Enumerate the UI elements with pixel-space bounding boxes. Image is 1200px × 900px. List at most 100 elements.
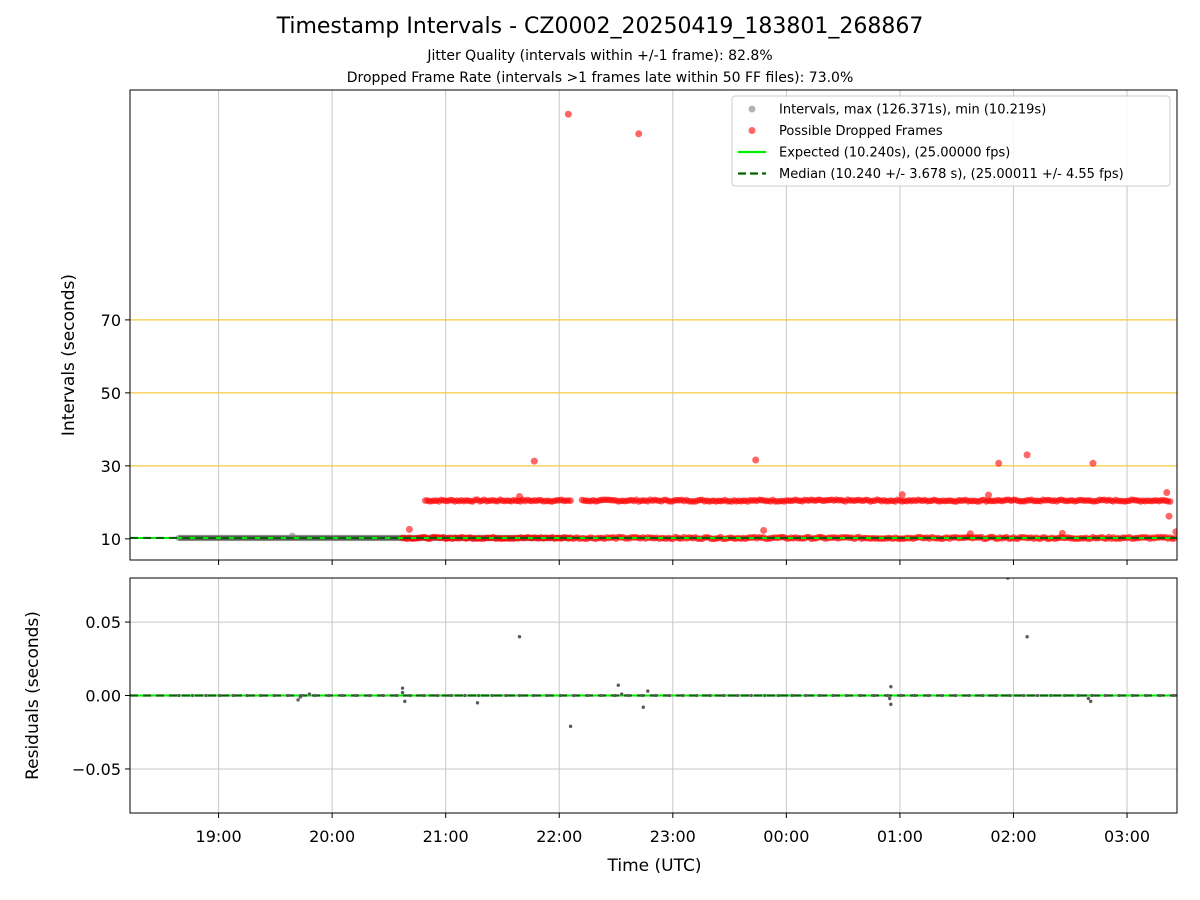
residual-point — [1062, 693, 1067, 698]
residual-point — [776, 693, 781, 698]
residual-point — [763, 693, 767, 698]
dropped-frame-point — [405, 525, 413, 533]
top-plot-area — [130, 110, 1177, 543]
dropped-frame-point — [567, 497, 574, 505]
residual-point — [626, 693, 631, 698]
residual-point — [620, 692, 624, 696]
residual-point — [790, 693, 794, 698]
legend-marker — [748, 105, 756, 113]
residual-point — [616, 683, 620, 687]
residual-point — [640, 693, 644, 698]
legend-entry-label: Median (10.240 +/- 3.678 s), (25.00011 +… — [779, 167, 1124, 182]
dropped-frame-point — [1163, 488, 1171, 496]
residual-point — [231, 693, 235, 698]
residual-point — [654, 693, 658, 698]
top-axes-frame — [129, 89, 1178, 561]
legend-entry-label: Expected (10.240s), (25.00000 fps) — [779, 146, 1010, 161]
residual-point — [953, 693, 958, 698]
dropped-frame-point — [1166, 498, 1174, 505]
top-y-axis-label: Intervals (seconds) — [59, 274, 79, 436]
residual-point — [296, 698, 300, 702]
residual-point — [1076, 693, 1080, 698]
jitter-quality-subtitle: Jitter Quality (intervals within +/-1 fr… — [427, 48, 773, 64]
residual-point — [858, 693, 862, 698]
dropped-frame-point — [966, 530, 974, 538]
residual-point — [313, 693, 317, 698]
residual-point — [400, 686, 405, 690]
residual-point — [1171, 693, 1176, 698]
residual-point — [708, 693, 712, 698]
x-tick-label: 02:00 — [990, 827, 1036, 846]
residual-point — [831, 693, 835, 698]
residual-point — [475, 701, 480, 705]
residual-point — [1088, 699, 1093, 704]
dropped-frame-point — [1089, 459, 1097, 467]
residual-point — [568, 724, 573, 729]
residual-point — [177, 693, 181, 698]
dropped-frame-point — [564, 110, 572, 118]
residual-point — [667, 693, 671, 698]
x-axis-label: Time (UTC) — [607, 856, 702, 876]
bottom-y-tick-label: 0.05 — [85, 613, 121, 632]
dropped-frame-point — [995, 459, 1003, 467]
residual-point — [340, 693, 344, 698]
residual-point — [681, 693, 685, 698]
residual-point — [422, 693, 426, 698]
residual-point — [913, 693, 917, 698]
residual-point — [504, 693, 508, 698]
residual-point — [286, 693, 290, 698]
x-tick-label: 19:00 — [196, 827, 242, 846]
chart-title: Timestamp Intervals - CZ0002_20250419_18… — [276, 14, 924, 39]
residual-point — [477, 693, 481, 698]
top-y-tick-label: 30 — [101, 457, 121, 476]
x-tick-label: 23:00 — [650, 827, 696, 846]
legend-box — [731, 95, 1171, 187]
residual-point — [994, 693, 999, 698]
x-tick-label: 21:00 — [423, 827, 469, 846]
residual-point — [558, 693, 562, 698]
residual-point — [307, 692, 312, 696]
residual-point — [531, 693, 535, 698]
dropped-frame-point — [1172, 528, 1177, 536]
residual-point — [1131, 693, 1135, 698]
residual-point — [1035, 693, 1039, 698]
residual-point — [463, 693, 467, 698]
top-y-tick-label: 10 — [101, 530, 121, 549]
residual-point — [844, 693, 849, 698]
residual-point — [1144, 693, 1148, 698]
residual-point — [735, 693, 740, 698]
x-tick-label: 01:00 — [877, 827, 923, 846]
residual-point — [1117, 693, 1121, 698]
residual-point — [804, 693, 808, 698]
dropped-frame-point — [1023, 451, 1031, 459]
residual-point — [899, 693, 903, 698]
residual-point — [981, 693, 985, 698]
dropped-frame-point — [1165, 512, 1173, 520]
residual-point — [1025, 635, 1029, 639]
x-tick-label: 03:00 — [1104, 827, 1150, 846]
residual-point — [517, 693, 522, 698]
residual-point — [490, 693, 494, 698]
residual-point — [400, 690, 405, 695]
top-y-tick-label: 70 — [101, 311, 121, 330]
dropped-frame-point — [760, 526, 768, 534]
dropped-frame-point — [1058, 529, 1066, 537]
residual-point — [436, 693, 440, 698]
residual-point — [926, 693, 930, 698]
dropped-frame-point — [898, 491, 906, 499]
residual-point — [190, 693, 195, 698]
residual-point — [1008, 693, 1012, 698]
residual-point — [403, 699, 407, 704]
residual-point — [395, 693, 399, 698]
bottom-y-axis-label: Residuals (seconds) — [23, 611, 43, 780]
residual-point — [1086, 696, 1091, 701]
x-tick-label: 22:00 — [536, 827, 582, 846]
residual-point — [381, 693, 385, 698]
legend-entry-label: Intervals, max (126.371s), min (10.219s) — [779, 103, 1046, 118]
residual-point — [1022, 693, 1026, 698]
residual-point — [204, 693, 208, 698]
residual-point — [940, 693, 944, 698]
residual-point — [572, 693, 576, 698]
residual-point — [1049, 693, 1053, 698]
